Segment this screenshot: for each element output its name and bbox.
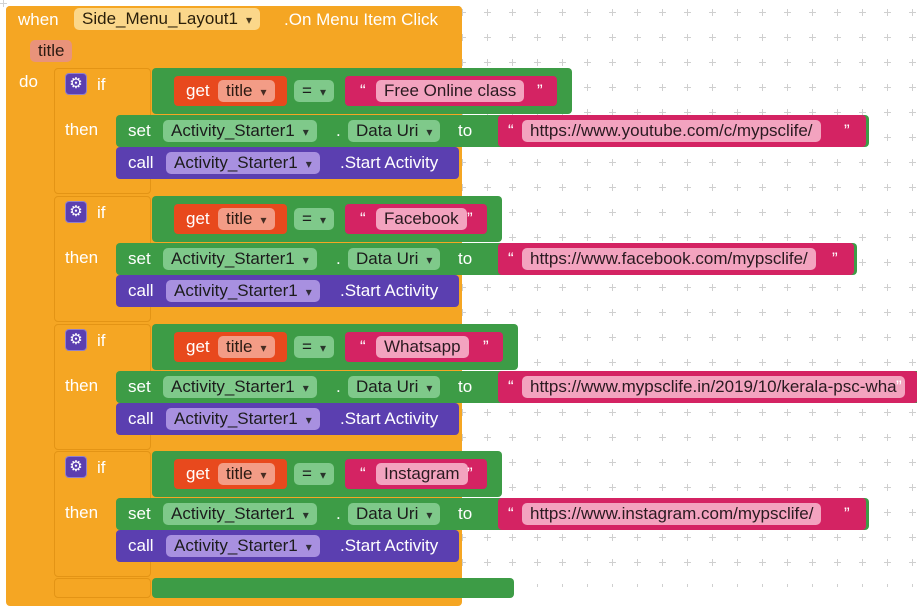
then-label: then [65, 376, 99, 395]
get-variable-dropdown[interactable]: title [218, 80, 275, 102]
dot-label: . [336, 377, 341, 396]
gear-icon[interactable]: ⚙ [65, 329, 87, 351]
quote-close: ” [832, 249, 838, 268]
method-label: .Start Activity [340, 153, 439, 172]
set-component-dropdown[interactable]: Activity_Starter1 [163, 248, 317, 270]
set-label: set [128, 377, 151, 396]
gear-icon[interactable]: ⚙ [65, 201, 87, 223]
to-label: to [458, 121, 473, 140]
quote-open: “ [508, 377, 514, 396]
call-label: call [128, 281, 154, 300]
method-label: .Start Activity [340, 536, 439, 555]
match-text[interactable]: Instagram [376, 463, 468, 485]
when-label: when [18, 10, 59, 29]
if-block[interactable] [54, 578, 151, 598]
compare-operator-dropdown[interactable]: = [294, 336, 334, 358]
property-dropdown[interactable]: Data Uri [348, 376, 441, 398]
quote-close: ” [467, 464, 473, 483]
get-variable-dropdown[interactable]: title [218, 336, 275, 358]
quote-open: “ [360, 337, 366, 356]
url-text[interactable]: https://www.youtube.com/c/mypsclife/ [522, 120, 821, 142]
quote-open: “ [360, 81, 366, 100]
if-label: if [97, 75, 106, 94]
set-component-dropdown[interactable]: Activity_Starter1 [163, 376, 317, 398]
dot-label: . [336, 504, 341, 523]
then-label: then [65, 503, 99, 522]
gear-icon[interactable]: ⚙ [65, 456, 87, 478]
get-variable-dropdown[interactable]: title [218, 463, 275, 485]
quote-open: “ [360, 209, 366, 228]
set-component-dropdown[interactable]: Activity_Starter1 [163, 503, 317, 525]
compare-operator-dropdown[interactable]: = [294, 463, 334, 485]
compare-block[interactable] [152, 578, 514, 598]
if-label: if [97, 331, 106, 350]
quote-open: “ [360, 464, 366, 483]
url-text[interactable]: https://www.instagram.com/mypsclife/ [522, 503, 822, 525]
match-text[interactable]: Free Online class [376, 80, 525, 102]
get-label: get [186, 337, 210, 356]
quote-close: ” [844, 504, 850, 523]
set-component-dropdown[interactable]: Activity_Starter1 [163, 120, 317, 142]
call-label: call [128, 153, 154, 172]
to-label: to [458, 249, 473, 268]
set-label: set [128, 249, 151, 268]
match-text[interactable]: Facebook [376, 208, 467, 230]
if-label: if [97, 203, 106, 222]
then-label: then [65, 120, 99, 139]
gear-icon[interactable]: ⚙ [65, 73, 87, 95]
quote-close: ” [467, 209, 473, 228]
url-text[interactable]: https://www.mypsclife.in/2019/10/kerala-… [522, 376, 905, 398]
set-label: set [128, 121, 151, 140]
call-component-dropdown[interactable]: Activity_Starter1 [166, 535, 320, 557]
component-dropdown[interactable]: Side_Menu_Layout1 [74, 8, 260, 30]
property-dropdown[interactable]: Data Uri [348, 503, 441, 525]
method-label: .Start Activity [340, 281, 439, 300]
call-label: call [128, 409, 154, 428]
property-dropdown[interactable]: Data Uri [348, 248, 441, 270]
get-label: get [186, 209, 210, 228]
if-label: if [97, 458, 106, 477]
param-title-chip[interactable]: title [30, 40, 73, 62]
to-label: to [458, 504, 473, 523]
method-label: .Start Activity [340, 409, 439, 428]
to-label: to [458, 377, 473, 396]
quote-open: “ [508, 121, 514, 140]
dot-label: . [336, 249, 341, 268]
property-dropdown[interactable]: Data Uri [348, 120, 441, 142]
call-component-dropdown[interactable]: Activity_Starter1 [166, 408, 320, 430]
quote-close: ” [483, 337, 489, 356]
get-variable-dropdown[interactable]: title [218, 208, 275, 230]
url-text[interactable]: https://www.facebook.com/mypsclife/ [522, 248, 816, 270]
compare-operator-dropdown[interactable]: = [294, 80, 334, 102]
event-name-label: .On Menu Item Click [284, 10, 438, 29]
quote-open: “ [508, 504, 514, 523]
then-label: then [65, 248, 99, 267]
quote-open: “ [508, 249, 514, 268]
quote-close: ” [844, 121, 850, 140]
quote-close: ” [896, 377, 902, 396]
call-label: call [128, 536, 154, 555]
set-label: set [128, 504, 151, 523]
quote-close: ” [537, 81, 543, 100]
get-label: get [186, 81, 210, 100]
compare-operator-dropdown[interactable]: = [294, 208, 334, 230]
dot-label: . [336, 121, 341, 140]
do-label: do [19, 72, 38, 91]
call-component-dropdown[interactable]: Activity_Starter1 [166, 280, 320, 302]
call-component-dropdown[interactable]: Activity_Starter1 [166, 152, 320, 174]
get-label: get [186, 464, 210, 483]
match-text[interactable]: Whatsapp [376, 336, 469, 358]
